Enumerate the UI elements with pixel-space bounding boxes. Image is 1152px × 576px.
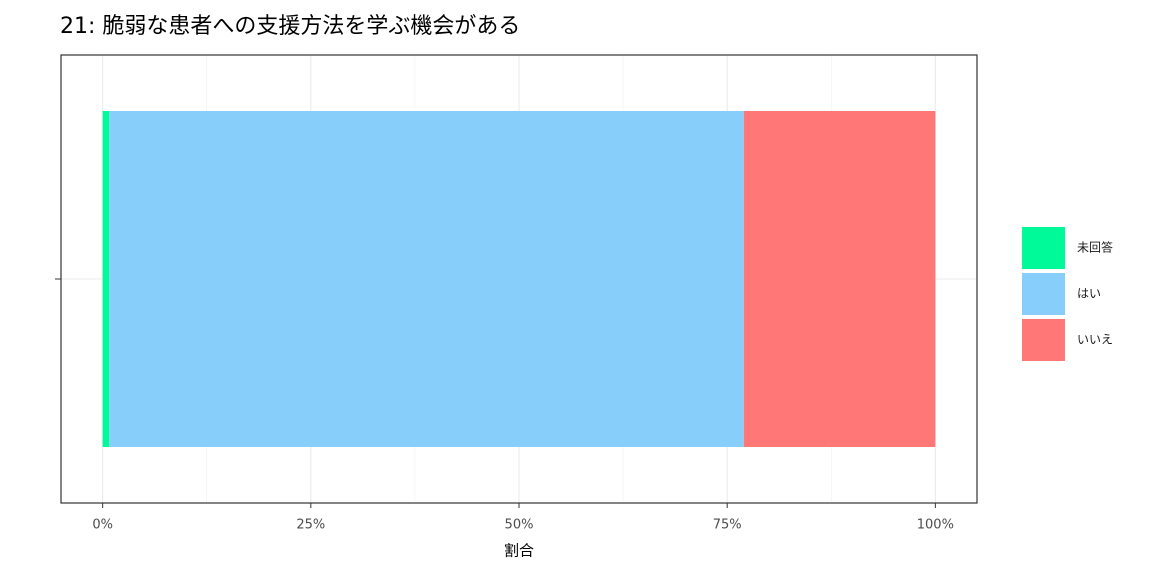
legend-swatch	[1022, 273, 1065, 315]
legend-label: いいえ	[1077, 333, 1113, 347]
x-tick-label: 75%	[713, 518, 742, 533]
x-tick-label: 0%	[92, 518, 113, 533]
x-tick-label: 100%	[917, 518, 954, 533]
legend-swatch	[1022, 319, 1065, 361]
x-tick-label: 25%	[296, 518, 325, 533]
x-axis-label: 割合	[504, 542, 534, 560]
x-tick-label: 50%	[505, 518, 534, 533]
bar-segment	[109, 111, 744, 447]
chart-title: 21: 脆弱な患者への支援方法を学ぶ機会がある	[60, 14, 520, 39]
legend-label: 未回答	[1077, 240, 1113, 255]
bar-segment	[102, 111, 110, 447]
plot-border	[60, 54, 978, 504]
bar-segment	[743, 111, 936, 447]
legend-swatch	[1022, 227, 1065, 269]
legend-label: はい	[1077, 287, 1101, 301]
